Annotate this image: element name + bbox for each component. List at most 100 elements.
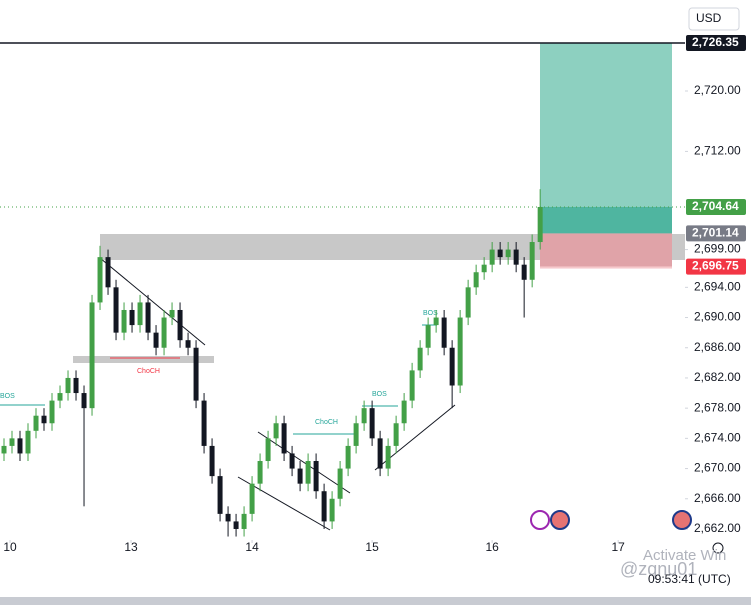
clock: 09:53:41 (UTC) — [648, 572, 731, 586]
candle-body — [241, 513, 247, 529]
y-tick-label: 2,699.00 — [694, 242, 741, 256]
candle-body — [217, 476, 223, 514]
candle-body — [17, 438, 23, 454]
candle-body — [289, 453, 295, 469]
x-tick-label: 13 — [124, 540, 138, 554]
candles — [1, 189, 543, 537]
price-badge — [686, 35, 746, 52]
y-tick-label: 2,678.00 — [694, 400, 741, 414]
watermark: @zqnu01 — [620, 559, 697, 579]
candle-body — [481, 264, 487, 273]
price-badge — [686, 225, 746, 242]
candle-body — [129, 309, 135, 326]
x-tick-label: 10 — [3, 540, 17, 554]
candle-body — [169, 309, 175, 318]
candle-body — [305, 461, 311, 484]
candle-body — [313, 461, 319, 492]
windows-notice: Activate Win — [643, 547, 726, 564]
candle-body — [121, 309, 127, 333]
annotation: ChoCH — [315, 419, 338, 426]
y-tick-label: 2,682.00 — [694, 370, 741, 384]
candle-body — [137, 302, 143, 326]
candle-body — [353, 423, 359, 446]
y-tick-label: 2,662.00 — [694, 521, 741, 535]
trendline — [99, 257, 206, 346]
currency-button[interactable] — [688, 7, 740, 31]
candle-body — [73, 377, 79, 394]
settings-icon[interactable] — [712, 542, 724, 554]
candle-body — [329, 498, 335, 522]
price-axis: 2,662.00 2,666.00 2,670.00 2,674.00 2,678.00… — [3, 35, 746, 554]
y-tick-label: 2,670.00 — [694, 461, 741, 475]
candle-body — [521, 264, 527, 280]
annotation: BOS — [372, 391, 387, 398]
candle-body — [537, 206, 543, 243]
candle-body — [57, 393, 63, 401]
candle-body — [33, 415, 39, 431]
candle-body — [89, 302, 95, 409]
candle-body — [361, 408, 367, 424]
candle-body — [417, 347, 423, 371]
candle-body — [489, 249, 495, 265]
candle-body — [185, 340, 191, 348]
candle-body — [193, 347, 199, 401]
price-badge-label: 2,704.64 — [692, 199, 739, 213]
price-badge-label: 2,701.14 — [692, 226, 739, 240]
candle-body — [505, 249, 511, 258]
candle-body — [257, 461, 263, 484]
candle-body — [377, 438, 383, 469]
candle-body — [457, 317, 463, 386]
y-tick-label: 2,694.00 — [694, 280, 741, 294]
candle-body — [273, 423, 279, 439]
candle-body — [441, 317, 447, 348]
candle-body — [41, 415, 47, 424]
candle-body — [177, 309, 183, 341]
y-tick-label: 2,720.00 — [694, 83, 741, 97]
candle-body — [201, 400, 207, 446]
candle-body — [249, 483, 255, 514]
candle-body — [449, 347, 455, 386]
candle-body — [433, 317, 439, 326]
candle-body — [345, 445, 351, 469]
price-badge-label: 2,696.75 — [692, 259, 739, 273]
y-tick-label: 2,712.00 — [694, 144, 741, 158]
price-badge — [686, 258, 746, 275]
x-tick-label: 16 — [485, 540, 499, 554]
candle-body — [113, 287, 119, 333]
candle-body — [473, 272, 479, 288]
annotation: BOS — [423, 310, 438, 317]
candle-body — [153, 332, 159, 348]
bottom-bar — [0, 597, 751, 605]
drawings: BOS ChoCH ChoCH BOS BOS — [0, 257, 456, 531]
candle-body — [9, 438, 15, 446]
annotation: BOS — [0, 393, 15, 400]
candle-body — [161, 317, 167, 348]
candle-body — [81, 393, 87, 409]
candle-body — [529, 242, 535, 280]
candle-body — [465, 287, 471, 318]
x-tick-label: 17 — [612, 540, 626, 554]
y-tick-label: 2,686.00 — [694, 340, 741, 354]
x-tick-label: 14 — [245, 540, 259, 554]
candle-body — [409, 370, 415, 401]
candle-body — [49, 400, 55, 424]
y-tick-label: 2,666.00 — [694, 491, 741, 505]
y-tick-label: 2,690.00 — [694, 310, 741, 324]
candle-body — [321, 491, 327, 522]
flag-icon[interactable] — [550, 510, 570, 530]
candle-body — [265, 438, 271, 462]
candle-body — [65, 377, 71, 394]
loss-zone — [540, 233, 672, 267]
candle-body — [209, 445, 215, 477]
flag-icon[interactable] — [672, 510, 692, 530]
y-tick-label: 2,674.00 — [694, 431, 741, 445]
candle-body — [281, 423, 287, 454]
currency[interactable]: USD — [696, 11, 722, 25]
candle-body — [97, 257, 103, 303]
open-profit — [540, 206, 672, 234]
annotation: ChoCH — [137, 368, 160, 375]
event-icon[interactable] — [530, 510, 550, 530]
candle-body — [369, 408, 375, 439]
price-badge-label: 2,726.35 — [692, 35, 739, 49]
